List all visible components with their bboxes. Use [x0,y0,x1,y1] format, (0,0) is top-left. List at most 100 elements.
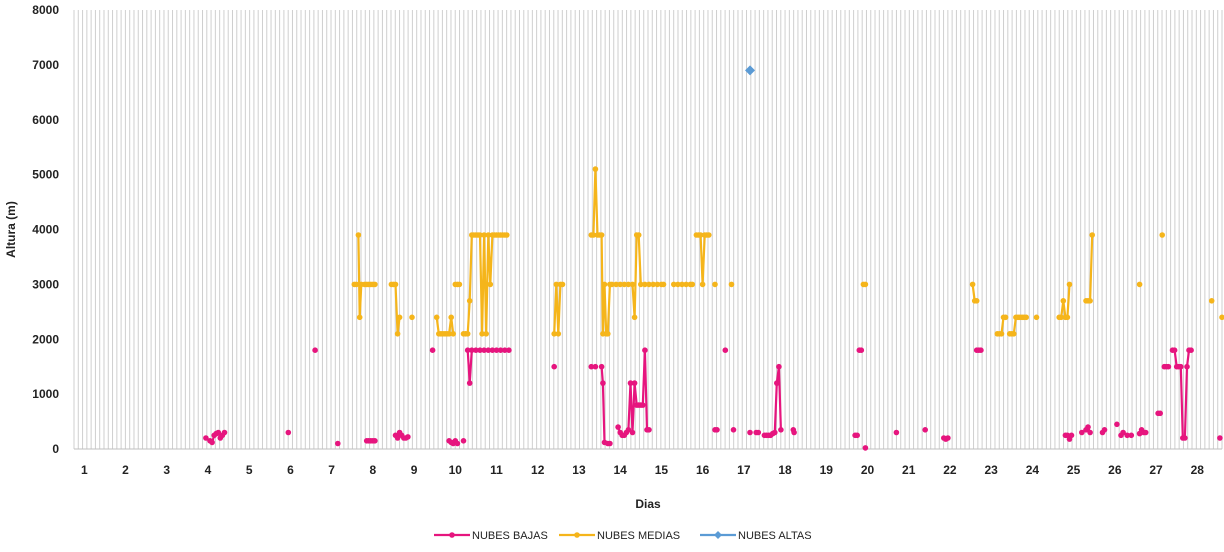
data-point [661,282,667,288]
x-tick-label: 9 [411,463,418,477]
data-point [488,282,494,288]
x-tick-label: 28 [1191,463,1205,477]
x-tick-label: 26 [1108,463,1122,477]
x-tick-label: 11 [490,463,503,477]
x-tick-label: 20 [861,463,875,477]
data-point [776,364,782,370]
data-point [615,424,621,430]
y-tick-label: 7000 [32,58,59,72]
data-point [1069,433,1075,439]
x-tick-label: 1 [81,463,88,477]
x-tick-label: 22 [943,463,957,477]
data-point [356,232,362,238]
x-tick-label: 2 [122,463,129,477]
data-point [461,438,467,444]
data-point [357,315,363,321]
data-point [405,434,411,440]
y-axis-title: Altura (m) [4,201,18,258]
data-point [556,331,562,337]
x-tick-label: 6 [287,463,294,477]
x-tick-label: 23 [984,463,998,477]
data-point [1067,282,1073,288]
data-point [1102,427,1108,433]
x-tick-label: 4 [205,463,212,477]
data-point [945,435,951,441]
data-point [974,298,980,304]
x-tick-label: 10 [449,463,463,477]
x-tick-label: 14 [613,463,627,477]
series-line [602,367,610,444]
x-tick-label: 7 [328,463,335,477]
data-point [1172,347,1178,353]
legend-label: NUBES BAJAS [472,530,548,542]
legend-item: NUBES ALTAS [700,530,812,542]
data-point [978,347,984,353]
data-point [312,347,318,353]
y-tick-label: 8000 [32,3,59,17]
data-point [1034,315,1040,321]
data-point [397,315,403,321]
data-point [209,440,215,446]
legend-item: NUBES BAJAS [434,530,548,542]
grid [74,10,1222,449]
data-point [602,282,608,288]
data-point [430,347,436,353]
data-point [1129,433,1135,439]
x-tick-label: 15 [655,463,669,477]
data-point [448,315,454,321]
data-point [1157,411,1163,417]
data-point [863,282,869,288]
data-point [504,232,510,238]
data-point [372,438,378,444]
data-point [632,380,638,386]
data-point [605,331,611,337]
x-tick-label: 16 [696,463,710,477]
data-point [1143,430,1149,436]
data-point [1061,298,1067,304]
data-point [372,282,378,288]
data-point [1087,430,1093,436]
series-line [696,235,708,284]
legend-marker [449,532,455,538]
y-tick-label: 3000 [32,277,59,291]
data-point [506,347,512,353]
series-nubes-bajas [203,347,1223,450]
data-point [636,232,642,238]
y-tick-label: 0 [52,442,59,456]
data-point [455,441,461,447]
x-tick-label: 8 [370,463,377,477]
data-point [747,430,753,436]
x-tick-label: 12 [531,463,545,477]
x-tick-label: 3 [163,463,170,477]
legend-marker [714,531,722,539]
legend-marker [574,532,580,538]
data-point [393,282,399,288]
data-point [630,282,636,288]
data-point [712,282,718,288]
x-tick-label: 21 [902,463,916,477]
data-point [723,347,729,353]
data-point [1085,424,1091,430]
data-point [690,282,696,288]
data-point [1003,315,1009,321]
data-point [395,331,401,337]
data-point [1182,435,1188,441]
data-point [467,298,473,304]
data-point [778,427,784,433]
x-tick-label: 27 [1149,463,1163,477]
data-point [222,430,228,436]
data-point [772,430,778,436]
x-tick-label: 5 [246,463,253,477]
data-point [646,427,652,433]
data-point [774,380,780,386]
data-point [1219,315,1224,321]
data-point [551,364,557,370]
data-point [630,430,636,436]
legend-label: NUBES ALTAS [738,530,812,542]
data-point [483,331,489,337]
data-point [731,427,737,433]
